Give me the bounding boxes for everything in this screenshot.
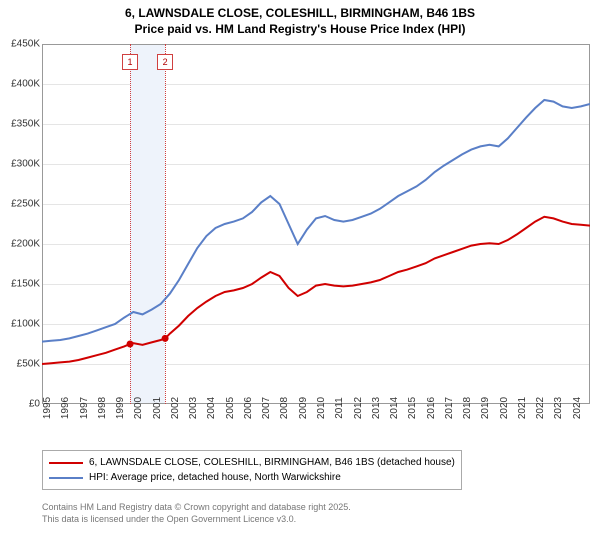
transaction-dot-2	[162, 335, 169, 342]
footer-line2: This data is licensed under the Open Gov…	[42, 514, 590, 526]
y-axis-label: £300K	[11, 159, 40, 170]
legend-label-1: HPI: Average price, detached house, Nort…	[89, 470, 341, 485]
legend-row-series-0: 6, LAWNSDALE CLOSE, COLESHILL, BIRMINGHA…	[49, 455, 455, 470]
y-axis-label: £350K	[11, 119, 40, 130]
y-axis-label: £150K	[11, 279, 40, 290]
chart-container: 6, LAWNSDALE CLOSE, COLESHILL, BIRMINGHA…	[0, 0, 600, 560]
series-line-0	[42, 217, 590, 364]
legend-row-series-1: HPI: Average price, detached house, Nort…	[49, 470, 455, 485]
y-axis-label: £250K	[11, 199, 40, 210]
chart-lines	[42, 44, 590, 404]
transaction-marker-1: 1	[122, 54, 138, 70]
y-axis-label: £0	[29, 399, 40, 410]
y-axis-label: £50K	[17, 359, 40, 370]
transaction-dot-1	[127, 341, 134, 348]
footer: Contains HM Land Registry data © Crown c…	[42, 502, 590, 525]
y-axis-label: £200K	[11, 239, 40, 250]
legend-area: 6, LAWNSDALE CLOSE, COLESHILL, BIRMINGHA…	[42, 450, 590, 525]
title-line1: 6, LAWNSDALE CLOSE, COLESHILL, BIRMINGHA…	[0, 6, 600, 22]
series-line-1	[42, 100, 590, 342]
footer-line1: Contains HM Land Registry data © Crown c…	[42, 502, 590, 514]
legend-box: 6, LAWNSDALE CLOSE, COLESHILL, BIRMINGHA…	[42, 450, 462, 490]
y-axis-label: £100K	[11, 319, 40, 330]
legend-label-0: 6, LAWNSDALE CLOSE, COLESHILL, BIRMINGHA…	[89, 455, 455, 470]
legend-swatch-0	[49, 462, 83, 464]
chart-title: 6, LAWNSDALE CLOSE, COLESHILL, BIRMINGHA…	[0, 0, 600, 37]
y-axis-label: £400K	[11, 79, 40, 90]
title-line2: Price paid vs. HM Land Registry's House …	[0, 22, 600, 38]
legend-swatch-1	[49, 477, 83, 479]
y-axis-label: £450K	[11, 39, 40, 50]
transaction-marker-2: 2	[157, 54, 173, 70]
